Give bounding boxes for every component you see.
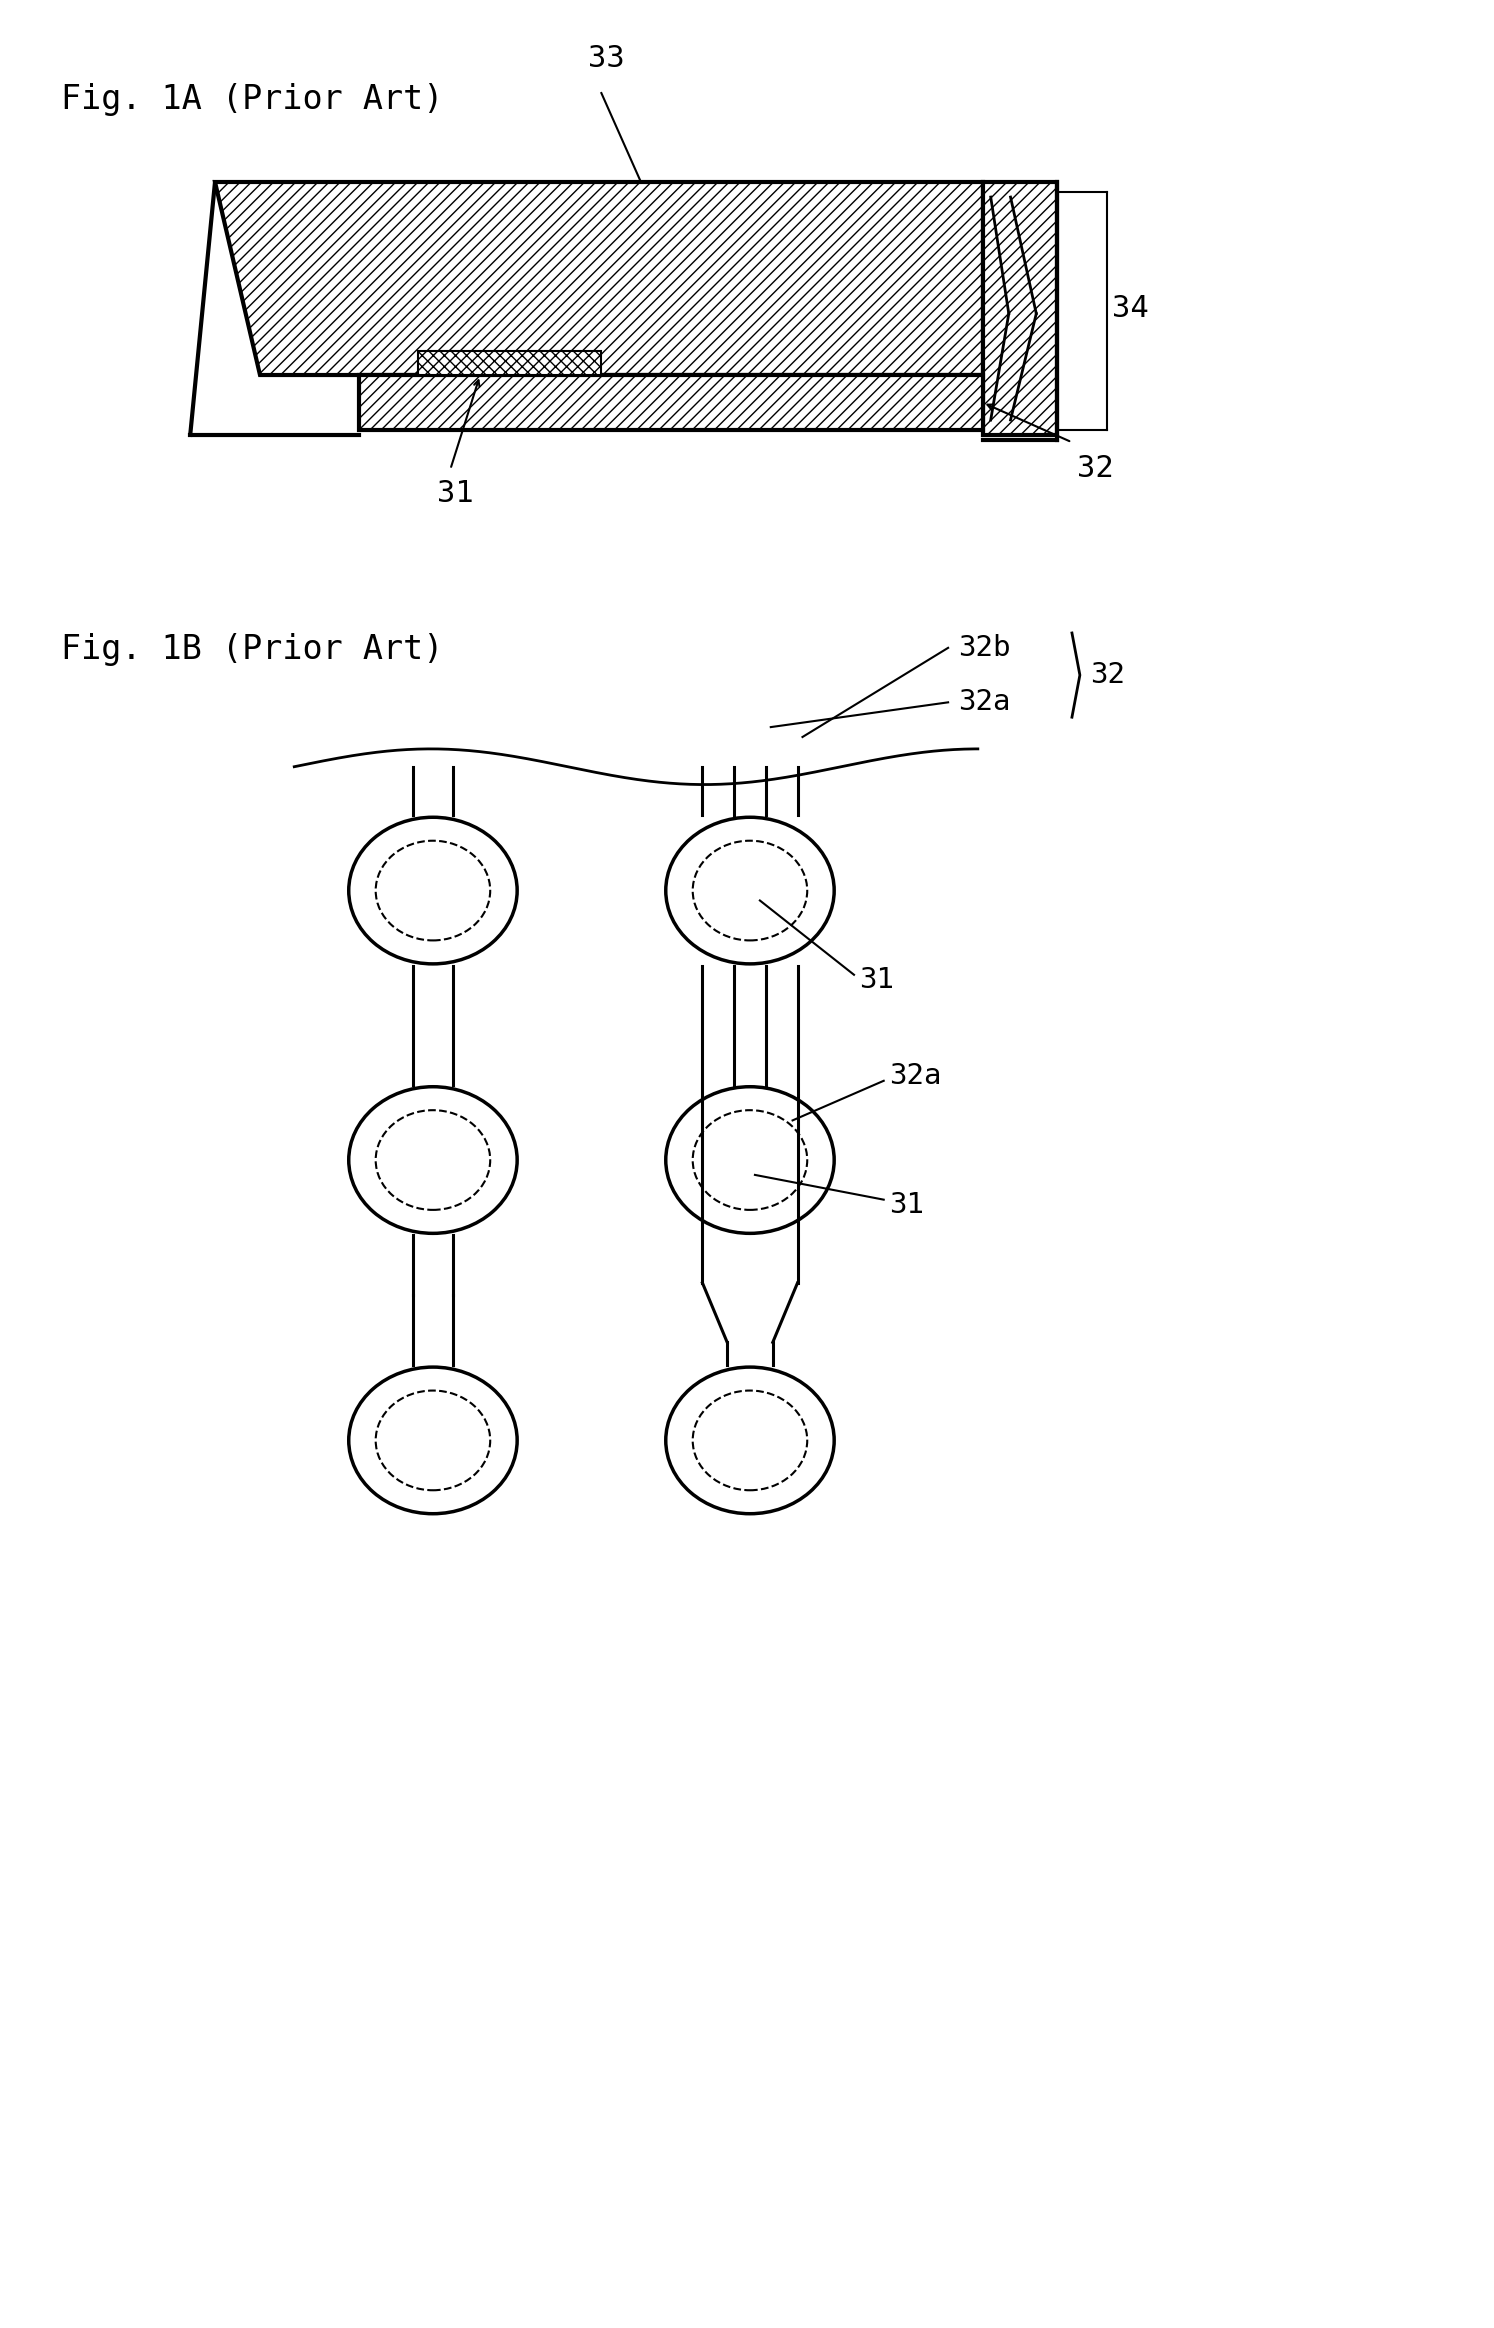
Text: 32: 32 [1089,661,1125,689]
Ellipse shape [666,1367,834,1513]
Text: 31: 31 [436,480,474,508]
Ellipse shape [693,840,807,941]
Ellipse shape [348,817,517,964]
Bar [983,184,1056,433]
Ellipse shape [375,1110,490,1211]
Ellipse shape [693,1390,807,1490]
Text: 32a: 32a [889,1062,941,1090]
Text: 32: 32 [1077,454,1113,484]
Text: 32b: 32b [958,633,1010,661]
Text: Fig. 1B (Prior Art): Fig. 1B (Prior Art) [61,633,444,666]
Ellipse shape [375,1390,490,1490]
Ellipse shape [666,1087,834,1234]
Ellipse shape [348,1087,517,1234]
Bar [983,182,1058,435]
Text: 31: 31 [859,966,893,994]
Text: 32a: 32a [958,689,1010,717]
Bar [360,377,982,428]
Ellipse shape [348,1367,517,1513]
Polygon shape [215,182,983,375]
Ellipse shape [666,817,834,964]
Text: 34: 34 [1112,293,1149,324]
Bar [359,375,983,431]
Bar [418,352,602,375]
Text: 33: 33 [589,44,624,72]
Text: Fig. 1A (Prior Art): Fig. 1A (Prior Art) [61,84,444,116]
Text: 31: 31 [889,1190,923,1218]
Ellipse shape [375,840,490,941]
Ellipse shape [693,1110,807,1211]
